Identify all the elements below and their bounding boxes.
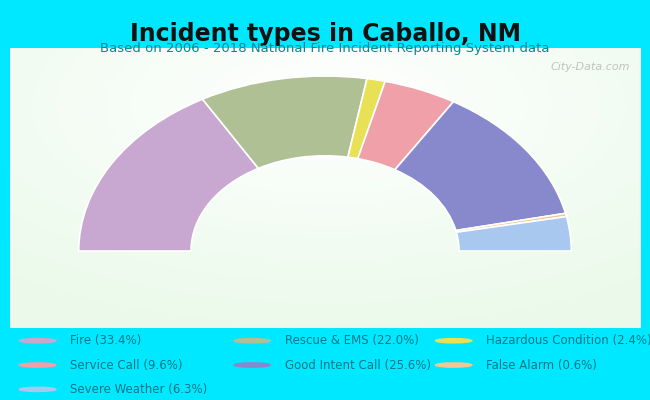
Text: Rescue & EMS (22.0%): Rescue & EMS (22.0%) bbox=[285, 334, 419, 347]
Wedge shape bbox=[79, 99, 258, 251]
Wedge shape bbox=[395, 102, 566, 230]
Text: Service Call (9.6%): Service Call (9.6%) bbox=[70, 358, 183, 372]
Circle shape bbox=[436, 338, 472, 343]
Wedge shape bbox=[348, 78, 385, 159]
Circle shape bbox=[20, 363, 56, 367]
Circle shape bbox=[20, 387, 56, 392]
Text: Based on 2006 - 2018 National Fire Incident Reporting System data: Based on 2006 - 2018 National Fire Incid… bbox=[100, 42, 550, 55]
Wedge shape bbox=[456, 213, 566, 232]
Wedge shape bbox=[456, 216, 571, 251]
Circle shape bbox=[20, 338, 56, 343]
Circle shape bbox=[234, 338, 270, 343]
Wedge shape bbox=[358, 81, 454, 170]
Text: Hazardous Condition (2.4%): Hazardous Condition (2.4%) bbox=[486, 334, 650, 347]
Circle shape bbox=[234, 363, 270, 367]
Text: City-Data.com: City-Data.com bbox=[551, 62, 630, 72]
Text: False Alarm (0.6%): False Alarm (0.6%) bbox=[486, 358, 597, 372]
Text: Severe Weather (6.3%): Severe Weather (6.3%) bbox=[70, 383, 207, 396]
Wedge shape bbox=[203, 76, 367, 168]
Text: Good Intent Call (25.6%): Good Intent Call (25.6%) bbox=[285, 358, 431, 372]
Text: Incident types in Caballo, NM: Incident types in Caballo, NM bbox=[129, 22, 521, 46]
Text: Fire (33.4%): Fire (33.4%) bbox=[70, 334, 142, 347]
Circle shape bbox=[436, 363, 472, 367]
